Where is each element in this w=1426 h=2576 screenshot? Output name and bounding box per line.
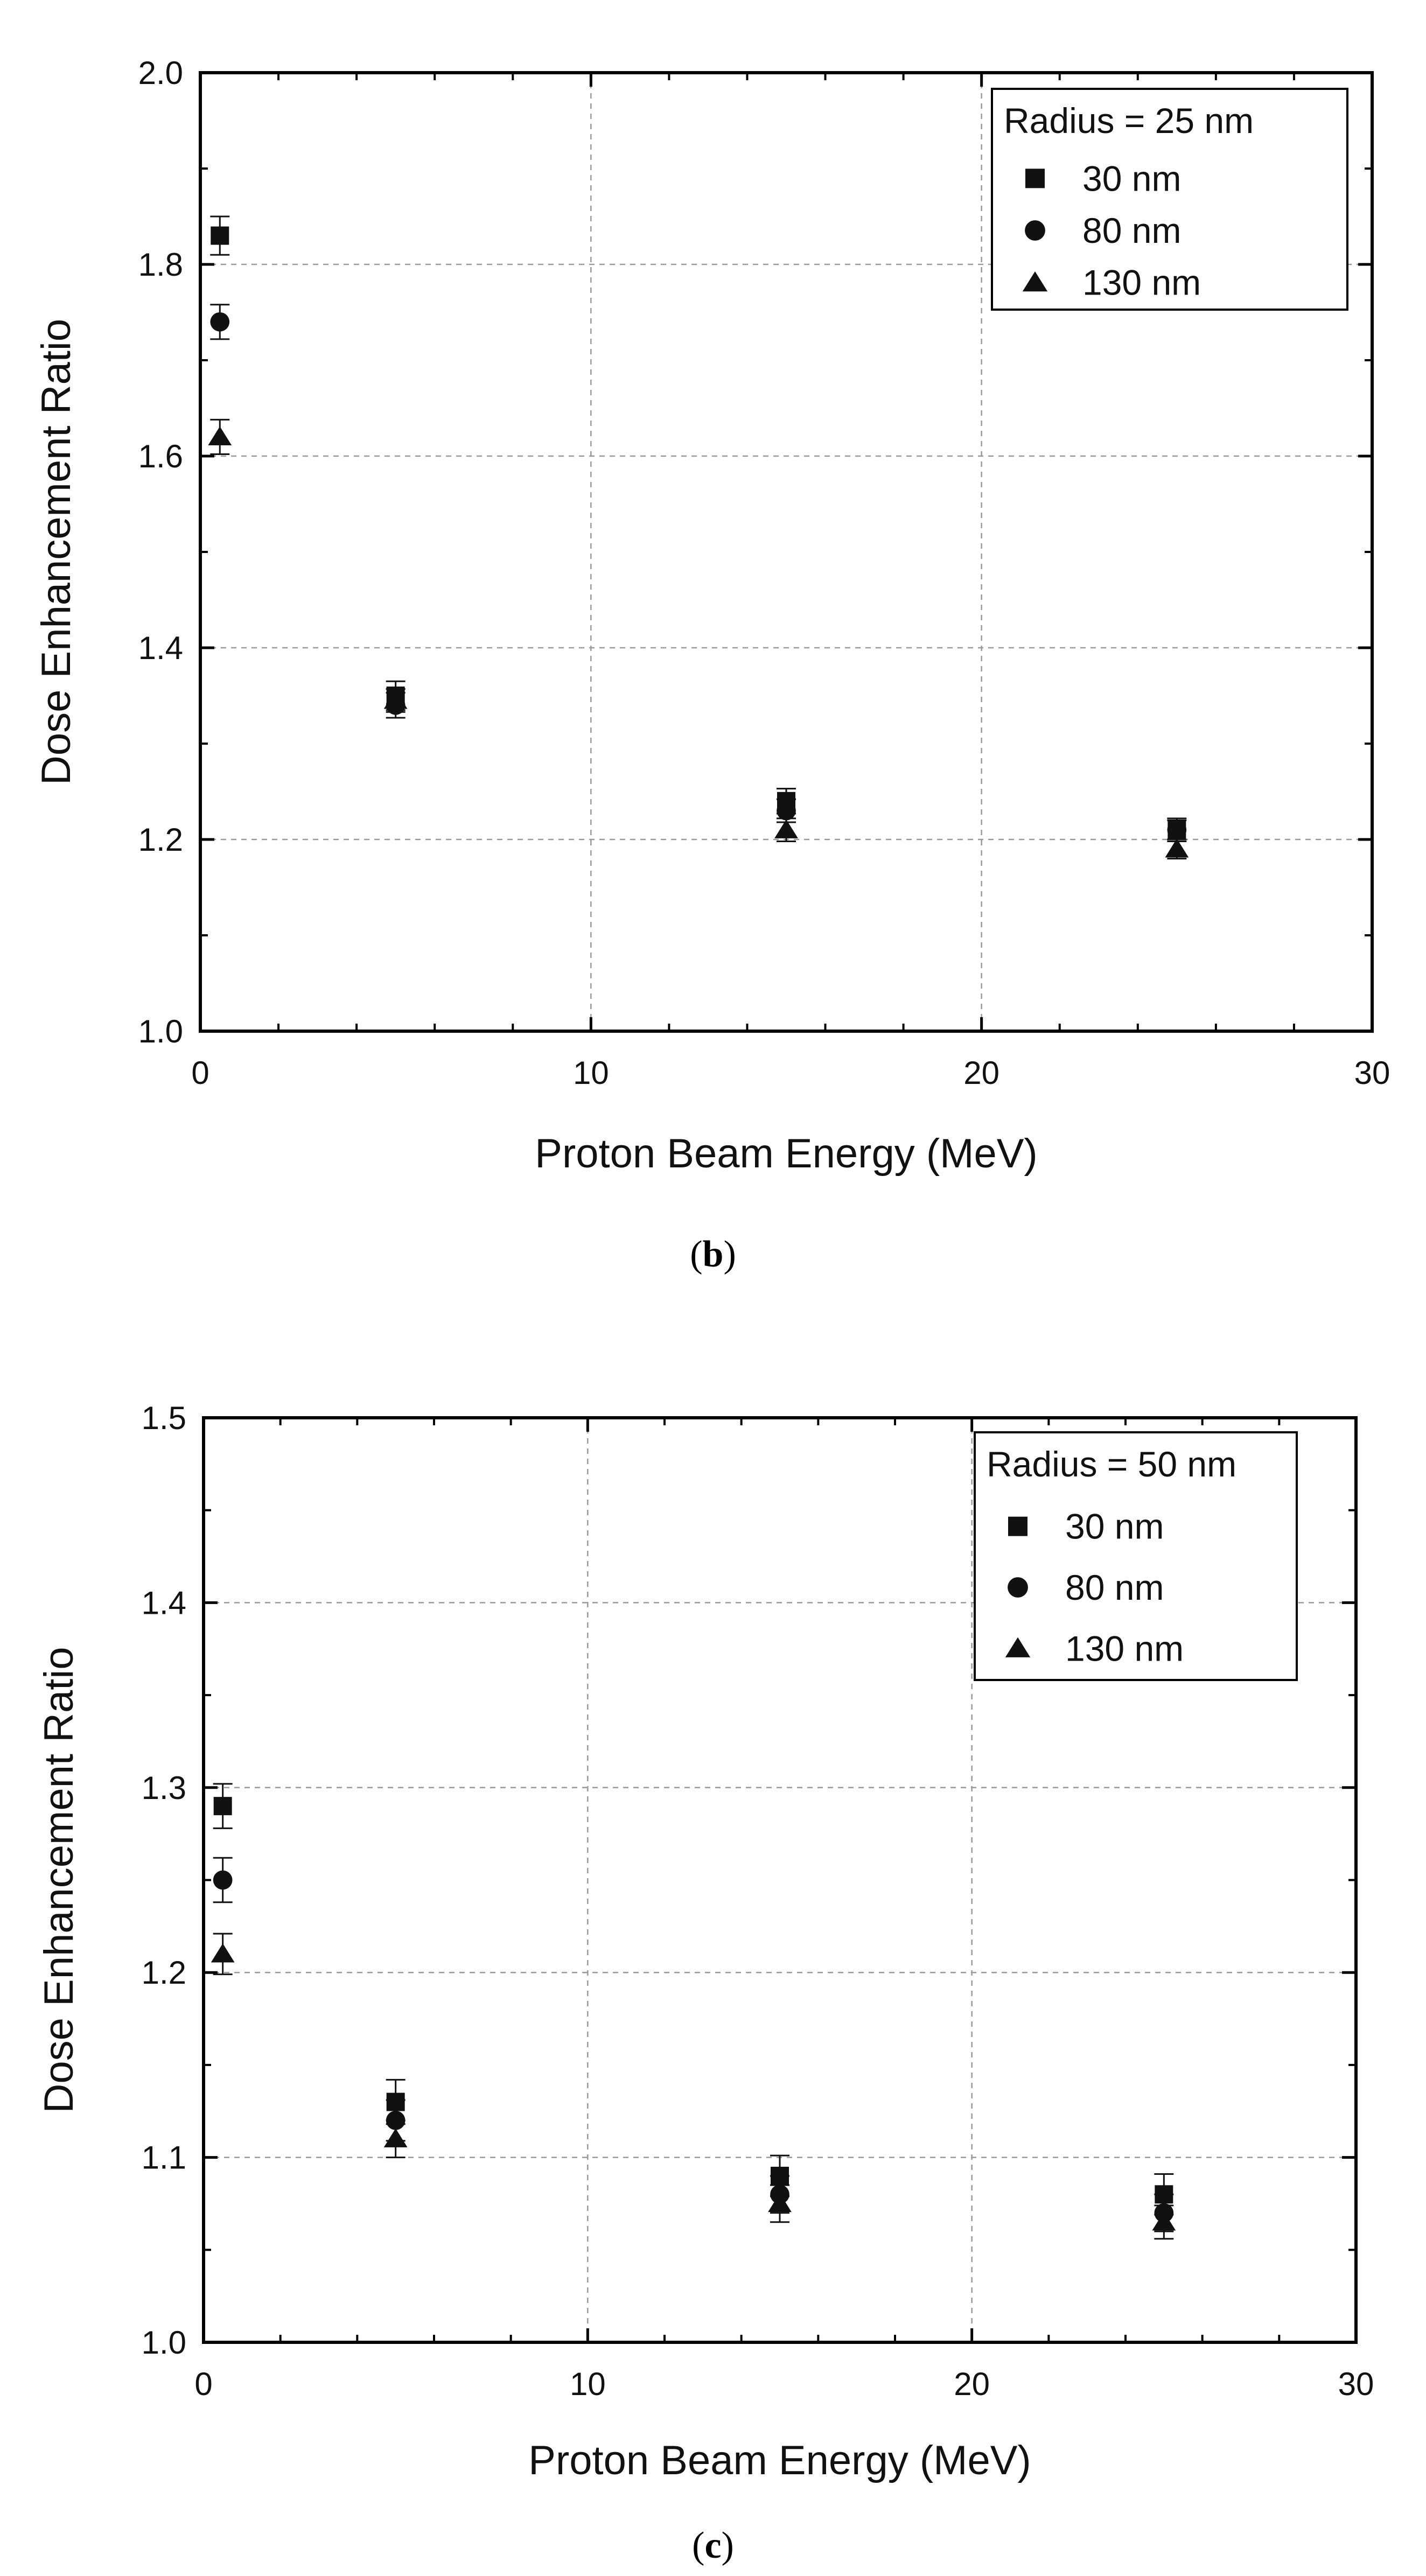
chart0-series-1-point-0 xyxy=(210,312,230,332)
chart1-legend-title: Radius = 50 nm xyxy=(987,1444,1236,1484)
chart0-xtick-label-3: 30 xyxy=(1354,1055,1390,1091)
chart0-ytick-label-1: 1.2 xyxy=(138,822,183,858)
caption-b-close: ) xyxy=(723,1234,736,1275)
chart1-y-axis-title: Dose Enhancement Ratio xyxy=(36,1647,82,2113)
chart0-ytick-label-2: 1.4 xyxy=(138,630,183,666)
chart0-series-2-point-2 xyxy=(774,819,798,838)
caption-b: (b) xyxy=(690,1234,736,1275)
caption-b-letter: b xyxy=(703,1234,724,1275)
chart0-xtick-label-2: 20 xyxy=(963,1055,999,1091)
chart0-series-0-point-0 xyxy=(211,226,229,245)
chart0-series-1-point-3 xyxy=(1167,820,1187,840)
chart0-ytick-label-3: 1.6 xyxy=(138,438,183,474)
chart1-legend-box xyxy=(974,1431,1298,1681)
chart0-ytick-label-4: 1.8 xyxy=(138,247,183,283)
chart0-legend-title: Radius = 25 nm xyxy=(1004,101,1254,141)
chart0-series-1-point-2 xyxy=(777,801,796,821)
chart0-legend-label-1: 80 nm xyxy=(1082,211,1181,250)
chart1-ytick-label-5: 1.5 xyxy=(142,1400,186,1436)
chart-panel-c: 0 10 20 30 1.0 1.1 1.2 1.3 1.4 1.5 Proton Beam Ene… xyxy=(36,1400,1374,2483)
chart-panel-b: 0 10 20 30 1.0 1.2 1.4 1.6 1.8 2.0 Proton Beam Ene… xyxy=(33,55,1390,1177)
chart1-legend-marker-2 xyxy=(1005,1637,1031,1657)
chart1-legend-label-2: 130 nm xyxy=(1065,1628,1184,1668)
caption-c: (c) xyxy=(692,2525,734,2566)
chart0-legend-marker-0 xyxy=(1025,169,1045,188)
chart1-xtick-label-1: 10 xyxy=(570,2366,606,2402)
chart1-xtick-label-3: 30 xyxy=(1338,2366,1374,2402)
chart0-ytick-label-0: 1.0 xyxy=(138,1013,183,1049)
chart0-xtick-label-1: 10 xyxy=(573,1055,609,1091)
chart0-xtick-label-0: 0 xyxy=(191,1055,209,1091)
chart1-ytick-label-2: 1.2 xyxy=(142,1955,186,1991)
chart0-legend-label-2: 130 nm xyxy=(1082,263,1201,303)
chart0-legend-label-0: 30 nm xyxy=(1082,158,1181,198)
chart1-ytick-label-3: 1.3 xyxy=(142,1770,186,1806)
chart1-series-0-point-0 xyxy=(213,1797,232,1816)
chart0-y-axis-title: Dose Enhancement Ratio xyxy=(33,319,79,785)
chart1-legend-label-0: 30 nm xyxy=(1065,1507,1164,1546)
caption-c-letter: c xyxy=(704,2525,721,2566)
chart1-legend-label-1: 80 nm xyxy=(1065,1567,1164,1607)
chart0-series-2-point-0 xyxy=(208,426,232,446)
chart1-series-2-point-3 xyxy=(1152,2211,1176,2231)
chart1-x-axis-title: Proton Beam Energy (MeV) xyxy=(528,2438,1031,2483)
chart0-series-2-point-3 xyxy=(1165,838,1189,858)
chart1-ytick-label-1: 1.1 xyxy=(142,2140,186,2176)
chart1-series-2-point-2 xyxy=(768,2193,792,2213)
caption-c-close: ) xyxy=(722,2525,734,2566)
chart1-legend-marker-0 xyxy=(1008,1516,1027,1536)
chart1-legend-marker-1 xyxy=(1008,1577,1028,1598)
chart0-x-axis-title: Proton Beam Energy (MeV) xyxy=(535,1131,1038,1177)
caption-b-open: ( xyxy=(690,1234,702,1275)
chart0-legend-box xyxy=(991,88,1348,311)
chart1-series-2-point-0 xyxy=(211,1943,235,1963)
chart0-ytick-label-5: 2.0 xyxy=(138,55,183,91)
chart0-legend-marker-2 xyxy=(1022,271,1048,292)
chart1-series-1-point-0 xyxy=(213,1870,233,1890)
caption-c-open: ( xyxy=(692,2525,704,2566)
chart1-ytick-label-0: 1.0 xyxy=(142,2325,186,2361)
chart0-series-2-point-1 xyxy=(383,690,408,709)
chart1-xtick-label-0: 0 xyxy=(194,2366,212,2402)
chart1-xtick-label-2: 20 xyxy=(954,2366,990,2402)
chart1-series-2-point-1 xyxy=(383,2128,408,2147)
chart0-legend-marker-1 xyxy=(1025,220,1045,241)
chart1-ytick-label-4: 1.4 xyxy=(142,1585,186,1621)
